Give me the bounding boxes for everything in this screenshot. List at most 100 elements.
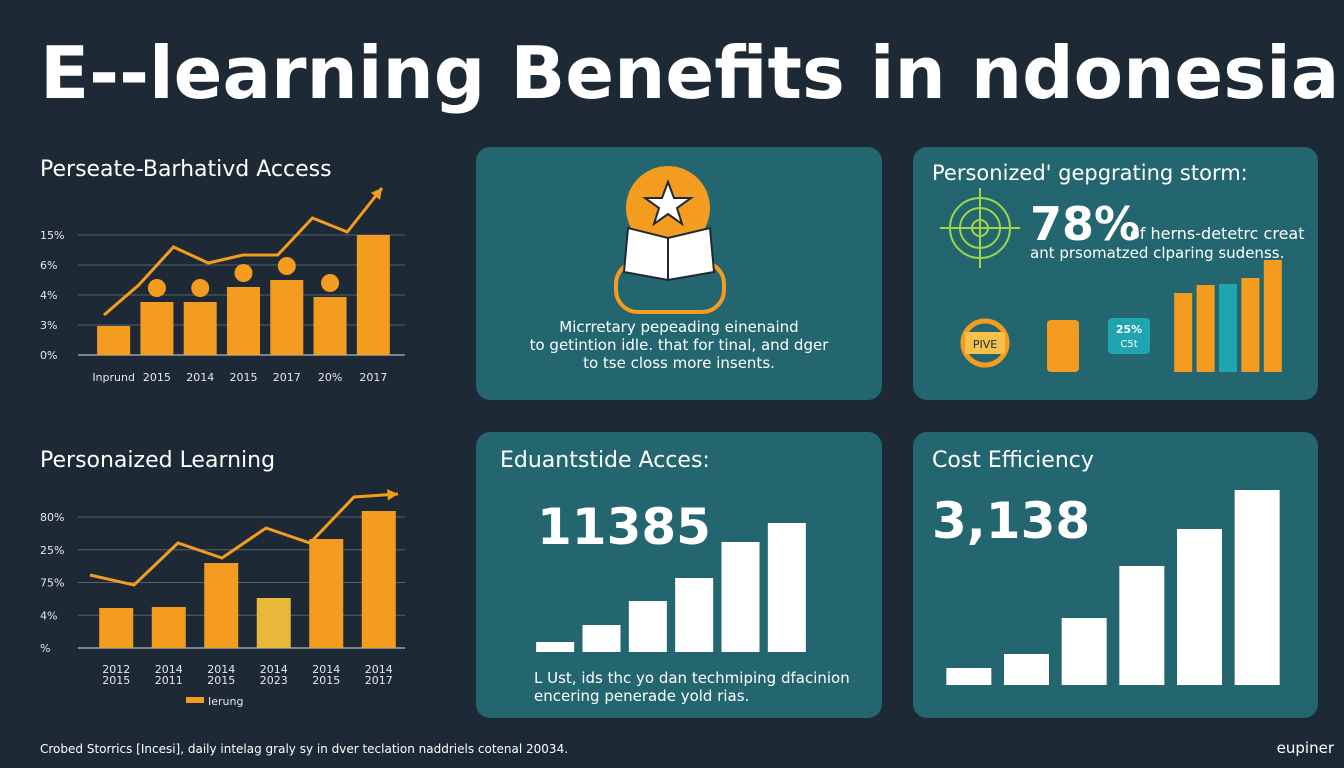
title: E--learning Benefits in ndonesia	[40, 31, 1339, 115]
book-icon	[614, 166, 726, 314]
info-line: to tse closs more insents.	[583, 354, 775, 372]
bar	[309, 539, 344, 648]
y-tick-label: %	[40, 642, 50, 655]
bar	[1263, 260, 1282, 372]
x-tick-label: 2011	[155, 674, 183, 687]
panel-heading: Perseate-Barhativd Access	[40, 157, 332, 182]
icon-label: PIVE	[973, 338, 997, 351]
stat-text: of herns-detetrc creat	[1130, 224, 1304, 243]
panel-heading: Personized' gepgrating storm:	[932, 161, 1248, 185]
stat: 3,138	[932, 492, 1090, 550]
bar	[1174, 293, 1193, 372]
bar	[675, 578, 714, 652]
info-line: Micrretary pepeading einenaind	[559, 318, 798, 336]
bar	[582, 625, 621, 652]
icon-label: C5t	[1120, 339, 1137, 350]
y-tick-label: 6%	[40, 259, 57, 272]
y-tick-label: 15%	[40, 229, 64, 242]
panel-heading: Personaized Learning	[40, 448, 275, 473]
arrow-head	[370, 188, 382, 200]
x-tick-label: 2015	[230, 371, 258, 384]
bar	[1196, 285, 1215, 372]
panel-heading: Cost Efficiency	[932, 448, 1094, 473]
icon	[965, 332, 1005, 354]
target-icon	[940, 188, 1020, 268]
info-line: to getintion idle. that for tinal, and d…	[530, 336, 830, 354]
bar	[1177, 529, 1222, 685]
x-tick-label: 2014	[365, 663, 393, 676]
bar	[99, 608, 134, 648]
legend-label: Ierung	[208, 695, 243, 708]
bar	[183, 302, 217, 355]
bar	[1219, 284, 1237, 372]
bar	[313, 297, 347, 355]
dot	[147, 279, 166, 297]
bar	[227, 287, 260, 355]
bar	[767, 523, 806, 652]
icon	[960, 318, 1010, 368]
x-tick-label: 2012	[102, 663, 130, 676]
trend-line	[89, 492, 399, 587]
x-tick-label: 2015	[312, 674, 340, 687]
x-tick-label: 2015	[207, 674, 235, 687]
stat: 78%	[1030, 197, 1140, 251]
bar	[1119, 566, 1165, 685]
bar	[1234, 490, 1280, 685]
y-tick-label: 3%	[40, 319, 57, 332]
bar	[1241, 278, 1260, 372]
icon	[1047, 320, 1079, 372]
arrow-head	[387, 488, 398, 501]
stat: 11385	[537, 498, 711, 556]
icon-label: 25%	[1116, 323, 1142, 336]
x-tick-label: 20%	[318, 371, 342, 384]
bar	[628, 601, 667, 652]
footer: Crobed Storrics [Incesi], daily intelag …	[40, 742, 568, 756]
bar	[1004, 654, 1049, 685]
x-tick-label: 2017	[365, 674, 393, 687]
y-tick-label: 80%	[40, 511, 64, 524]
bar	[97, 326, 131, 355]
panel-text: encering penerade yold rias.	[534, 687, 749, 705]
panel-text: L Ust, ids thc yo dan techmiping dfacini…	[534, 669, 850, 687]
x-tick-label: 2014	[260, 663, 288, 676]
y-tick-label: 75%	[40, 577, 64, 590]
dot	[191, 279, 210, 297]
y-tick-label: 25%	[40, 544, 64, 557]
bar	[946, 668, 992, 685]
x-tick-label: 2017	[359, 371, 387, 384]
trend-line	[103, 187, 384, 317]
x-tick-label: 2014	[207, 663, 235, 676]
stat-subtext: ant prsomatzed clparing sudenss.	[1030, 244, 1284, 262]
legend-swatch	[186, 697, 204, 703]
icon	[1108, 318, 1150, 354]
bar	[204, 563, 239, 648]
x-tick-label: 2014	[155, 663, 183, 676]
dot	[321, 274, 340, 292]
x-tick-label: Inprund	[92, 371, 135, 384]
bar	[356, 235, 390, 355]
x-tick-label: 2015	[143, 371, 171, 384]
panel-heading: Eduantstide Acces:	[500, 448, 710, 473]
bar	[1061, 618, 1107, 685]
x-tick-label: 2014	[312, 663, 340, 676]
x-tick-label: 2015	[102, 674, 130, 687]
y-tick-label: 0%	[40, 349, 57, 362]
bar	[270, 280, 304, 355]
y-tick-label: 4%	[40, 609, 57, 622]
bar	[256, 598, 291, 648]
bar	[536, 642, 575, 652]
brand: eupiner	[1277, 739, 1335, 757]
x-tick-label: 2023	[260, 674, 288, 687]
dot	[277, 257, 296, 275]
bar	[721, 542, 760, 652]
bar	[140, 302, 174, 355]
panel	[913, 147, 1318, 400]
y-tick-label: 4%	[40, 289, 57, 302]
x-tick-label: 2014	[186, 371, 214, 384]
bar	[151, 607, 186, 648]
dot	[234, 264, 253, 282]
x-tick-label: 2017	[273, 371, 301, 384]
bar	[361, 511, 396, 648]
